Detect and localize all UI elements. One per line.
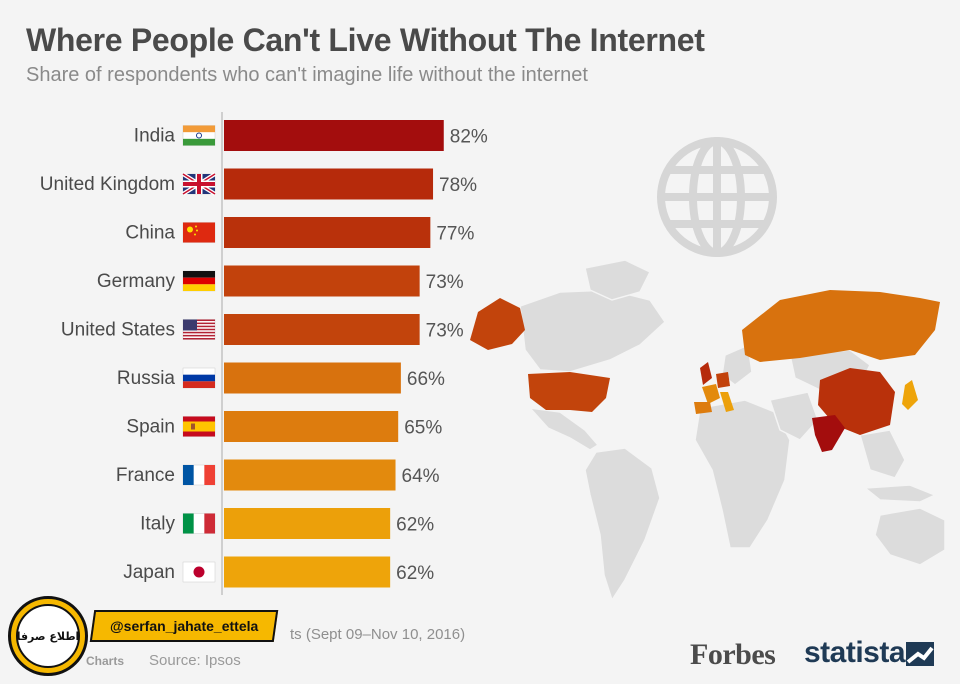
japan-flag — [182, 561, 216, 583]
italy-flag — [182, 513, 216, 534]
category-label: Japan — [123, 562, 175, 583]
usa-flag — [182, 319, 216, 340]
credit-line: Charts Source: Ipsos — [86, 652, 241, 669]
india-shape — [812, 415, 845, 452]
greenland-shape — [584, 259, 652, 301]
chart-title: Where People Can't Live Without The Inte… — [26, 22, 705, 58]
bar — [224, 411, 399, 442]
bar — [224, 556, 391, 588]
credit-fragment: Charts — [86, 654, 125, 668]
value-label: 82% — [450, 127, 488, 148]
bar-row: India 82% — [134, 120, 488, 151]
indonesia-shape — [863, 484, 937, 503]
forbes-logo: Forbes — [690, 638, 776, 671]
bar-row: Germany 73% — [97, 265, 464, 297]
russia-flag — [182, 367, 216, 389]
bar — [224, 459, 396, 491]
bar-row: United States 73% — [61, 314, 464, 345]
bar-row: Russia 66% — [117, 362, 445, 394]
bar — [224, 314, 420, 345]
chart-subtitle: Share of respondents who can't imagine l… — [26, 64, 588, 86]
germany-shape — [716, 372, 730, 388]
australia-shape — [874, 507, 946, 566]
watermark-logo-text: اطلاع صرفا — [18, 630, 78, 643]
value-label: 73% — [426, 321, 464, 342]
uk-flag — [181, 172, 217, 196]
bar — [224, 168, 434, 200]
value-label: 64% — [402, 466, 440, 487]
bars-group: India 82% United Kingdom 78% China 77% Germany… — [40, 120, 488, 588]
bar — [224, 508, 391, 539]
france-shape — [702, 384, 720, 404]
alaska-shape — [470, 298, 525, 350]
value-label: 78% — [439, 175, 477, 196]
spain-shape — [694, 402, 712, 414]
russia-shape — [742, 290, 940, 362]
africa-shape — [694, 399, 791, 549]
value-label: 66% — [407, 369, 445, 390]
category-label: Germany — [97, 271, 176, 292]
bar-row: Japan 62% — [123, 556, 434, 588]
spain-flag — [182, 416, 216, 437]
italy-shape — [720, 392, 734, 412]
category-label: United Kingdom — [40, 174, 175, 195]
category-label: India — [134, 126, 176, 147]
bar — [224, 120, 444, 151]
bar — [224, 265, 420, 297]
watermark-handle-text: @serfan_jahate_ettela — [109, 618, 259, 634]
south-america-shape — [584, 447, 661, 602]
bar-row: China 77% — [125, 217, 474, 248]
category-label: China — [125, 223, 175, 244]
globe-icon — [657, 137, 777, 257]
china-flag — [182, 222, 216, 243]
germany-flag — [182, 270, 216, 292]
bar-row: Spain 65% — [126, 411, 442, 442]
india-flag — [182, 125, 216, 146]
statista-logo-text: statista — [804, 636, 906, 669]
japan-shape — [902, 380, 918, 410]
watermark-handle: @serfan_jahate_ettela — [89, 610, 279, 642]
watermark-logo: اطلاع صرفا — [16, 604, 80, 668]
source-label: Source: Ipsos — [149, 652, 241, 669]
category-label: Italy — [140, 514, 175, 535]
category-label: United States — [61, 320, 175, 341]
value-label: 62% — [396, 563, 434, 584]
bar — [224, 217, 431, 248]
category-label: Spain — [126, 417, 175, 438]
southeast-asia-shape — [859, 429, 906, 479]
mexico-central-america-shape — [528, 406, 600, 451]
bar-row: France 64% — [116, 459, 440, 491]
bar-row: United Kingdom 78% — [40, 168, 477, 200]
bar-row: Italy 62% — [140, 508, 434, 539]
bar — [224, 362, 401, 394]
value-label: 73% — [426, 272, 464, 293]
category-label: Russia — [117, 368, 176, 389]
usa-shape — [528, 372, 610, 412]
value-label: 77% — [436, 224, 474, 245]
uk-shape — [700, 362, 712, 385]
statista-logo-icon — [906, 642, 934, 666]
france-flag — [182, 464, 216, 486]
middle-east-shape — [769, 391, 819, 441]
value-label: 65% — [404, 418, 442, 439]
value-label: 62% — [396, 515, 434, 536]
category-label: France — [116, 465, 175, 486]
source-note: ts (Sept 09–Nov 10, 2016) — [290, 626, 466, 643]
